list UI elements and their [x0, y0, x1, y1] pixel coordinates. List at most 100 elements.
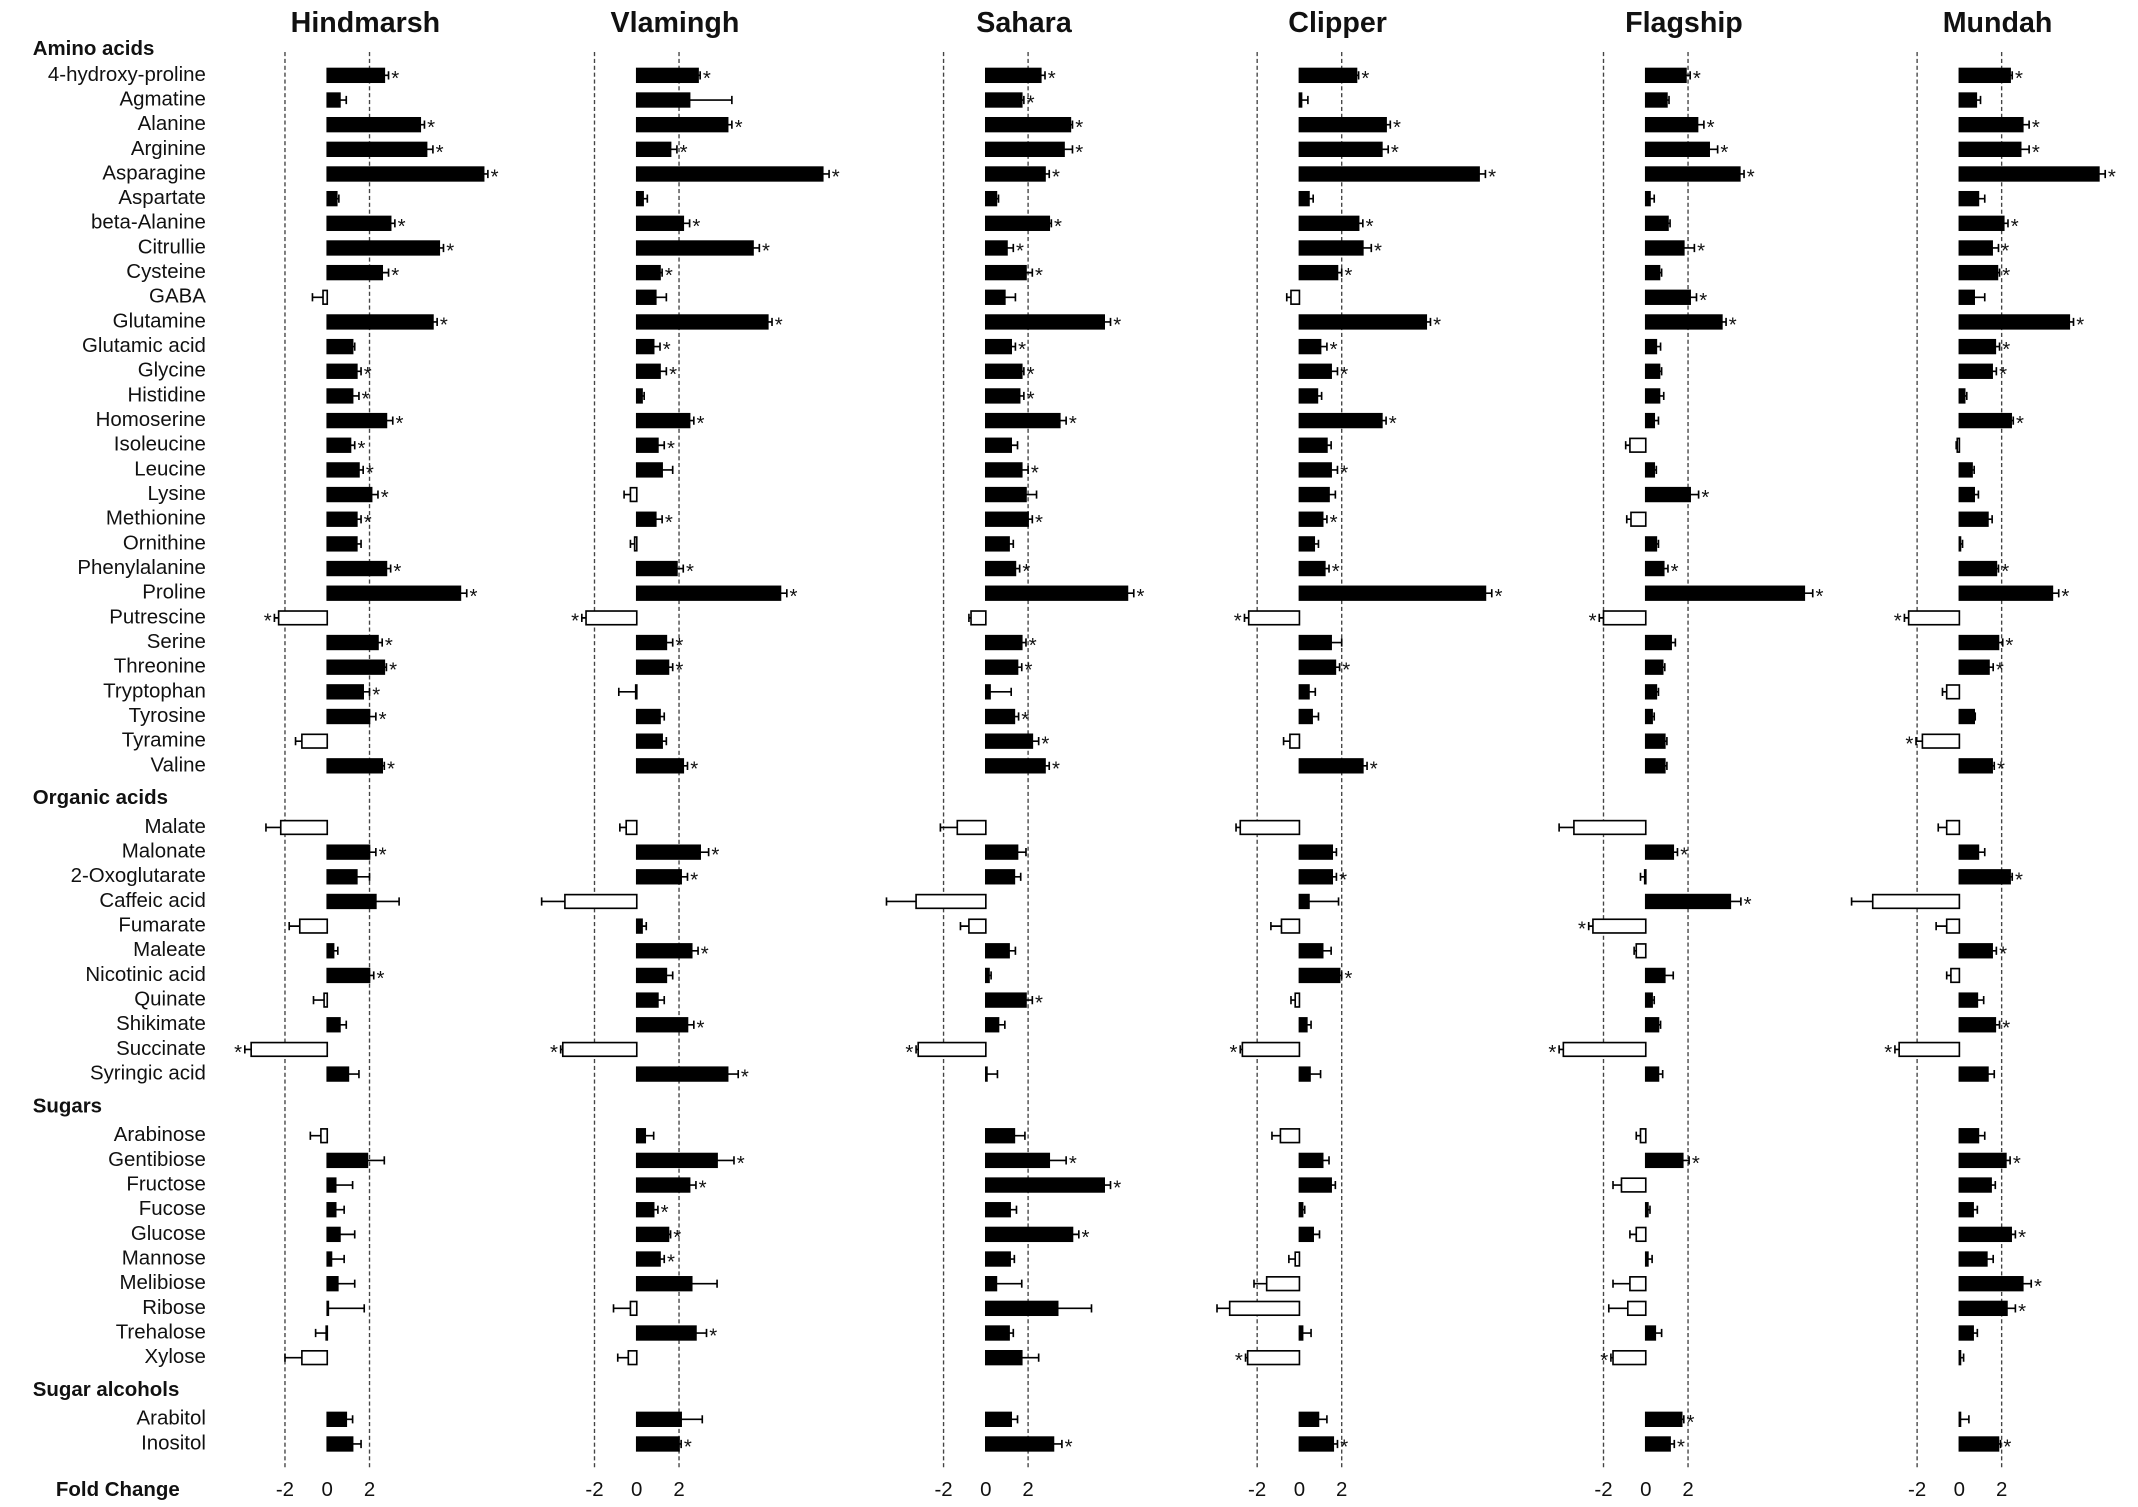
significance-marker: *	[1113, 1177, 1121, 1200]
error-bar	[700, 848, 710, 857]
bar	[1298, 67, 1358, 84]
bar	[1958, 1017, 1997, 1033]
error-bar	[1664, 971, 1675, 980]
bar	[1239, 819, 1301, 836]
error-bar	[1302, 1205, 1306, 1214]
bar	[635, 844, 701, 860]
bar	[1626, 1300, 1647, 1317]
bar	[985, 166, 1046, 182]
bar	[326, 67, 386, 84]
error-bar	[1362, 243, 1373, 253]
bar	[1958, 166, 2100, 182]
error-bar	[426, 145, 434, 154]
error-bar	[1587, 922, 1593, 931]
error-bar	[1326, 441, 1332, 450]
significance-marker: *	[1052, 757, 1060, 780]
error-bar	[717, 1156, 735, 1165]
significance-marker: *	[1344, 967, 1352, 990]
significance-marker: *	[1996, 659, 2004, 682]
significance-marker: *	[1027, 387, 1035, 410]
error-bar	[1239, 1045, 1243, 1054]
bar	[1644, 388, 1661, 404]
bar	[635, 1017, 689, 1033]
bar	[326, 536, 358, 552]
error-bar	[346, 1415, 354, 1424]
bar	[1644, 215, 1669, 231]
significance-marker: *	[387, 757, 395, 780]
error-bar	[2052, 589, 2060, 598]
error-bar	[1654, 465, 1658, 475]
error-bar	[1625, 515, 1631, 524]
bar	[1956, 437, 1961, 453]
error-bar	[331, 1254, 345, 1264]
error-bar	[1894, 1045, 1900, 1054]
significance-marker: *	[690, 757, 698, 780]
bar	[985, 634, 1023, 651]
significance-marker: *	[2032, 141, 2040, 164]
bar	[635, 634, 668, 651]
significance-marker: *	[2002, 338, 2010, 361]
panel-title: Sahara	[976, 7, 1073, 39]
significance-marker: *	[1697, 239, 1705, 262]
error-bar	[1935, 922, 1947, 931]
x-tick-label: 0	[631, 1478, 642, 1501]
error-bar	[1721, 317, 1727, 327]
error-bar	[1607, 1304, 1628, 1313]
bar	[326, 634, 379, 651]
bar	[635, 1128, 647, 1144]
bar	[1958, 869, 2011, 885]
error-bar	[1685, 71, 1691, 80]
bar	[1958, 1300, 2008, 1317]
error-bar	[885, 897, 917, 906]
significance-marker: *	[667, 437, 675, 460]
error-bar	[1598, 613, 1604, 622]
error-bar	[333, 946, 339, 955]
error-bar	[1011, 342, 1017, 351]
bar	[1644, 338, 1658, 355]
error-bar	[681, 1415, 704, 1424]
error-bar	[1915, 737, 1923, 746]
significance-marker: *	[2002, 1016, 2010, 1039]
bar	[326, 560, 388, 577]
bar	[1298, 215, 1360, 231]
bar	[1958, 215, 2005, 231]
bar	[326, 1152, 369, 1169]
error-bar	[1658, 1020, 1662, 1029]
bar	[277, 610, 329, 626]
bar	[1644, 967, 1666, 984]
significance-marker: *	[264, 609, 272, 632]
bar	[1279, 1128, 1301, 1144]
error-bar	[1974, 712, 1977, 721]
bar	[985, 967, 990, 984]
significance-marker: *	[1600, 1349, 1608, 1372]
significance-marker: *	[1340, 1435, 1348, 1458]
error-bar	[265, 823, 281, 832]
bar	[635, 918, 643, 934]
bar	[1958, 1276, 2024, 1292]
error-bar	[363, 687, 371, 696]
bar	[326, 1251, 333, 1267]
error-bar	[1612, 1279, 1630, 1288]
bar	[633, 536, 638, 552]
significance-marker: *	[1230, 1041, 1238, 1064]
bar	[635, 437, 659, 453]
bar	[985, 733, 1034, 749]
error-bar	[1288, 1254, 1296, 1264]
bar	[985, 844, 1019, 860]
error-bar	[384, 663, 388, 672]
bar	[1573, 819, 1647, 836]
error-bar	[348, 1069, 360, 1079]
error-bar	[1633, 946, 1637, 955]
bar	[1958, 190, 1980, 207]
bar	[635, 659, 670, 675]
error-bar	[2005, 1156, 2011, 1165]
error-bar	[1308, 897, 1340, 906]
significance-marker: *	[391, 67, 399, 90]
error-bar	[1306, 1020, 1312, 1029]
error-bar	[1987, 1069, 1996, 1079]
error-bar	[1647, 1254, 1653, 1264]
x-tick-label: -2	[934, 1478, 952, 1501]
row-label: GABA	[149, 285, 206, 308]
bar	[635, 363, 661, 379]
